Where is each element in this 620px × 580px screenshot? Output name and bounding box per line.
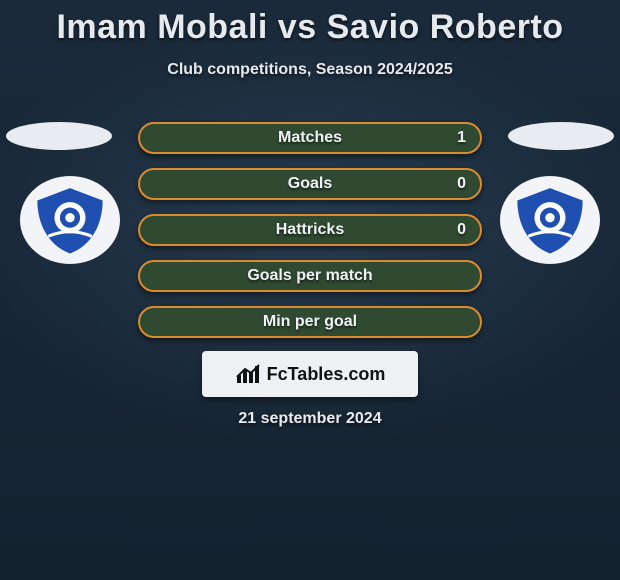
brand-box: FcTables.com [202, 351, 418, 397]
player-right-avatar-placeholder [508, 122, 614, 150]
stat-row-matches: Matches 1 [138, 122, 482, 154]
stat-row-min-per-goal: Min per goal [138, 306, 482, 338]
stat-row-goals: Goals 0 [138, 168, 482, 200]
stat-label: Goals per match [140, 262, 480, 290]
date-text: 21 september 2024 [0, 410, 620, 428]
stat-value-right: 1 [457, 124, 466, 152]
stats-panel: Matches 1 Goals 0 Hattricks 0 Goals per … [138, 122, 482, 352]
club-crest-left-icon [31, 185, 109, 255]
stat-label: Min per goal [140, 308, 480, 336]
stat-value-right: 0 [457, 170, 466, 198]
stat-value-right: 0 [457, 216, 466, 244]
club-crest-right-icon [511, 185, 589, 255]
brand-text: FcTables.com [267, 364, 386, 385]
bar-chart-icon [235, 363, 261, 385]
page-title: Imam Mobali vs Savio Roberto [0, 0, 620, 47]
stat-label: Goals [140, 170, 480, 198]
club-badge-right [500, 176, 600, 264]
stat-label: Matches [140, 124, 480, 152]
club-badge-left [20, 176, 120, 264]
stat-row-hattricks: Hattricks 0 [138, 214, 482, 246]
stat-row-goals-per-match: Goals per match [138, 260, 482, 292]
player-left-avatar-placeholder [6, 122, 112, 150]
subtitle: Club competitions, Season 2024/2025 [0, 61, 620, 79]
stat-label: Hattricks [140, 216, 480, 244]
